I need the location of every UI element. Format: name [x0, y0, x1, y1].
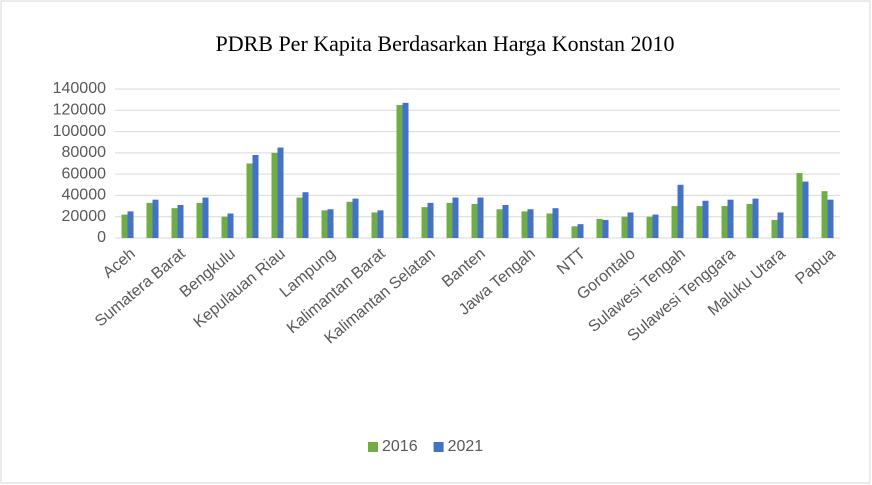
chart-title: PDRB Per Kapita Berdasarkan Harga Konsta…	[215, 31, 674, 56]
bar	[402, 102, 409, 238]
bar	[202, 197, 209, 238]
bar	[396, 104, 403, 238]
bar	[271, 152, 278, 238]
bar	[621, 216, 628, 238]
bar	[771, 219, 778, 238]
bar	[127, 211, 134, 238]
legend-label: 2021	[448, 438, 484, 455]
legend-swatch	[368, 442, 378, 452]
bar	[471, 203, 478, 238]
bar	[546, 213, 553, 238]
bar	[327, 209, 334, 238]
bar	[496, 209, 503, 238]
bar	[377, 210, 384, 238]
legend-swatch	[433, 442, 444, 452]
bar	[321, 210, 328, 238]
bar	[702, 200, 709, 238]
y-tick-label: 100000	[53, 123, 106, 140]
bar	[352, 198, 359, 238]
bar	[171, 208, 178, 238]
bar	[302, 192, 309, 238]
bar	[146, 202, 153, 238]
bar	[196, 202, 203, 238]
bar	[452, 197, 459, 238]
y-tick-label: 80000	[62, 144, 107, 161]
bar	[371, 212, 378, 238]
bar	[802, 181, 809, 238]
bar	[277, 147, 284, 238]
bar	[152, 199, 159, 238]
bar	[752, 198, 759, 238]
bar	[296, 197, 303, 238]
bar	[521, 211, 528, 238]
bar	[596, 218, 603, 238]
bar	[627, 212, 634, 238]
bar	[652, 214, 659, 238]
bar	[796, 173, 803, 238]
bar	[427, 202, 434, 238]
bar	[446, 202, 453, 238]
y-tick-label: 120000	[53, 102, 106, 119]
bar	[671, 206, 678, 238]
bar	[571, 226, 578, 238]
bar	[502, 205, 509, 238]
bar	[252, 154, 259, 238]
bar	[746, 203, 753, 238]
bar	[177, 205, 184, 238]
bar	[227, 213, 234, 238]
bar	[246, 163, 253, 238]
bar	[527, 209, 534, 238]
bar	[346, 201, 353, 238]
bar	[777, 212, 784, 238]
legend-label: 2016	[382, 438, 418, 455]
bar	[677, 184, 684, 238]
y-tick-label: 60000	[62, 165, 107, 182]
y-tick-label: 140000	[53, 80, 106, 97]
y-tick-label: 0	[97, 229, 106, 246]
bar	[696, 206, 703, 238]
bar	[721, 206, 728, 238]
bar	[221, 216, 228, 238]
y-tick-label: 40000	[62, 187, 107, 204]
bar	[477, 197, 484, 238]
y-tick-label: 20000	[62, 208, 107, 225]
bar	[577, 224, 584, 238]
bar	[827, 199, 834, 238]
bar	[602, 219, 609, 238]
bar	[552, 208, 559, 238]
bar	[727, 199, 734, 238]
bar	[121, 214, 128, 238]
bar	[421, 207, 428, 238]
bar	[821, 191, 828, 238]
bar	[646, 216, 653, 238]
